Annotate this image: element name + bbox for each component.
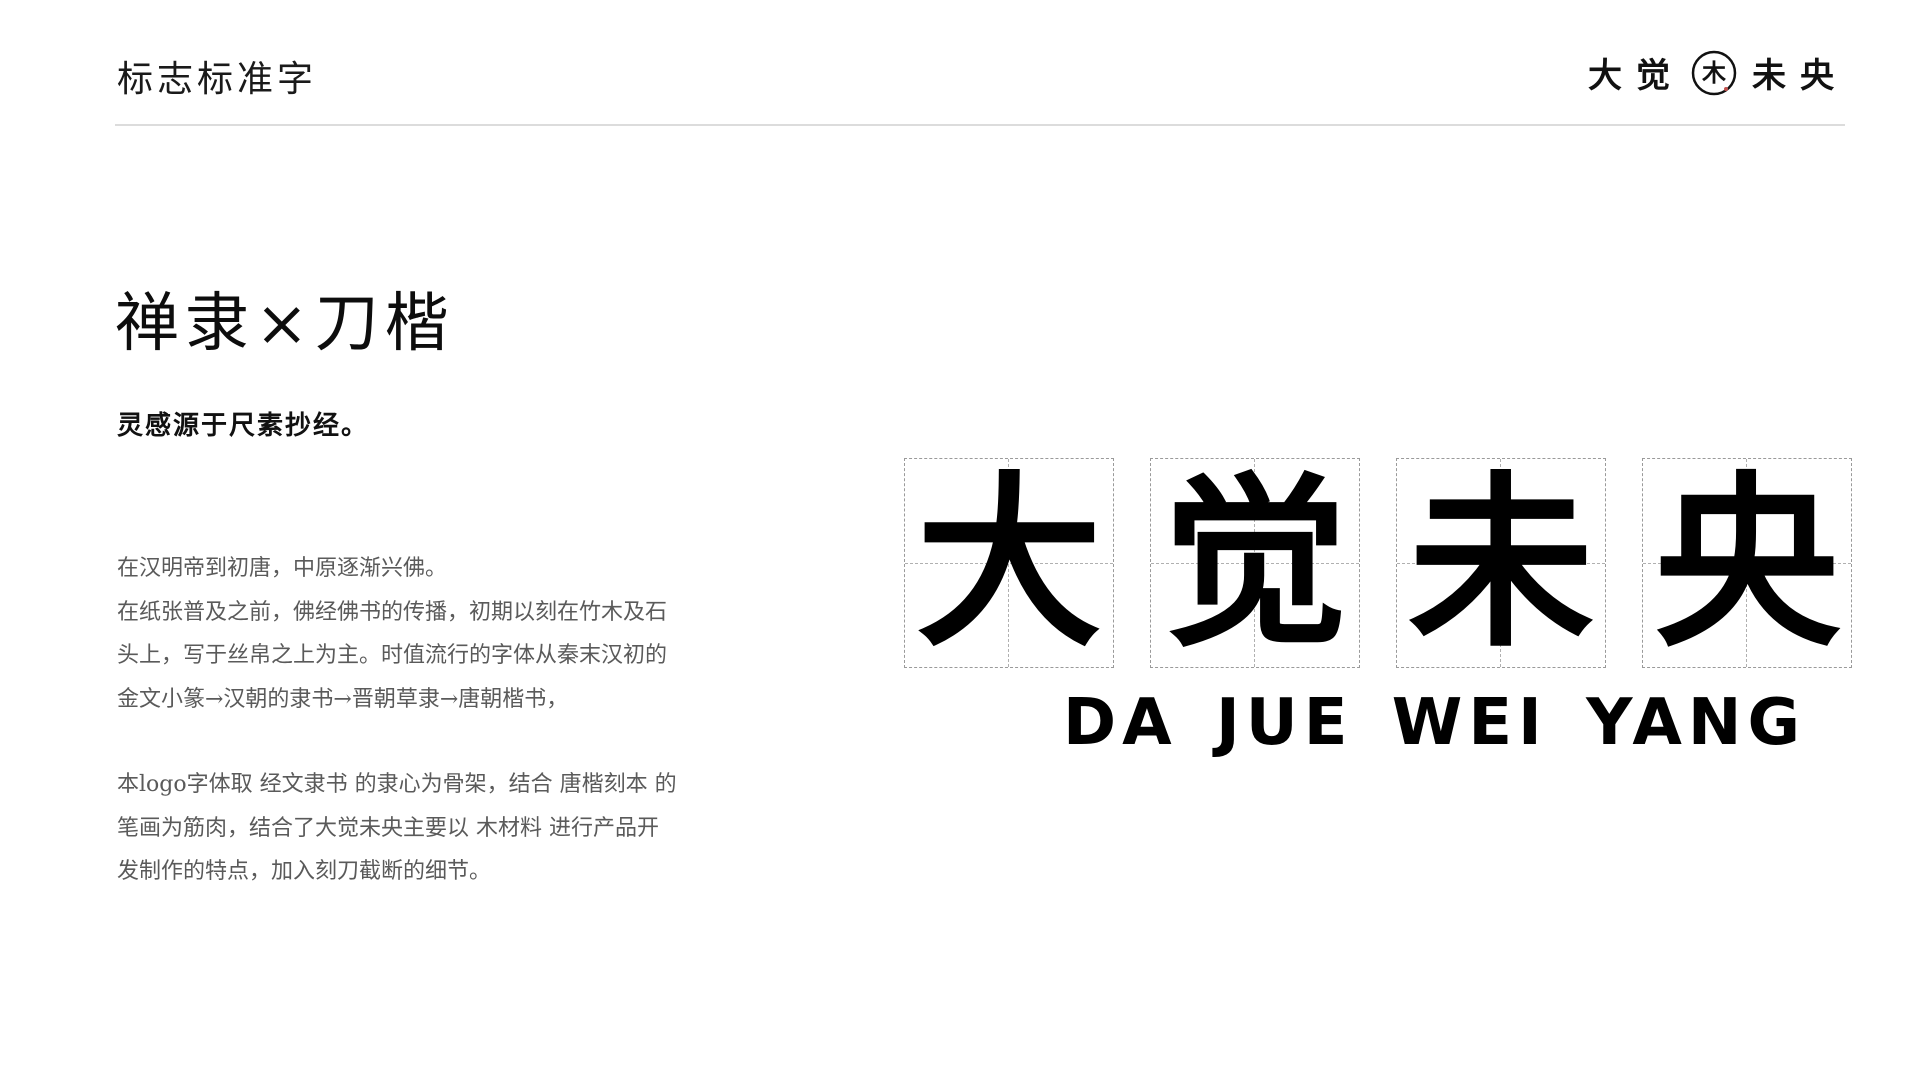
- tagline: 灵感源于尺素抄经。: [117, 411, 370, 441]
- wordmark-romanization: DA JUE WEI YANG: [1063, 686, 1806, 760]
- design-line: 发制作的特点，加入刻刀截断的细节。: [117, 859, 492, 884]
- wordmark-char: 觉: [1161, 453, 1348, 672]
- logo-seal-icon: 木: [1690, 49, 1738, 97]
- history-line: 在纸张普及之前，佛经佛书的传播，初期以刻在竹木及石: [117, 599, 668, 625]
- wordmark-grid: 大 觉 未 央: [0, 458, 1920, 670]
- wordmark-cell: 觉: [1150, 458, 1360, 668]
- section-title: 标志标准字: [117, 59, 318, 100]
- grid-guide: [1151, 563, 1359, 564]
- history-line: 头上，写于丝帛之上为主。时值流行的字体从秦末汉初的: [117, 643, 668, 668]
- brand-logo: 大觉 木 未央: [1588, 48, 1848, 97]
- grid-guide: [1643, 563, 1851, 564]
- wordmark-cell: 央: [1642, 458, 1852, 668]
- grid-guide: [905, 563, 1113, 564]
- logo-text-left: 大觉: [1588, 56, 1684, 96]
- design-paragraph: 本logo字体取 经文隶书 的隶心为骨架，结合 唐楷刻本 的 笔画为筋肉，结合了…: [117, 763, 757, 894]
- wordmark-char: 大: [915, 453, 1102, 672]
- grid-guide: [1397, 563, 1605, 564]
- history-paragraph: 在汉明帝到初唐，中原逐渐兴佛。 在纸张普及之前，佛经佛书的传播，初期以刻在竹木及…: [117, 547, 757, 721]
- history-line: 在汉明帝到初唐，中原逐渐兴佛。: [117, 556, 448, 581]
- wordmark-char: 央: [1653, 453, 1840, 672]
- headline: 禅隶×刀楷: [115, 287, 455, 361]
- design-line: 本logo字体取 经文隶书 的隶心为骨架，结合 唐楷刻本 的: [117, 772, 677, 797]
- wordmark-cell: 大: [904, 458, 1114, 668]
- logo-seal-char: 木: [1701, 58, 1727, 87]
- header-divider: [115, 124, 1845, 126]
- wordmark-char: 未: [1407, 453, 1594, 672]
- wordmark-cell: 未: [1396, 458, 1606, 668]
- history-line: 金文小篆→汉朝的隶书→晋朝草隶→唐朝楷书，: [117, 686, 569, 712]
- logo-text-right: 未央: [1752, 56, 1848, 96]
- design-line: 笔画为筋肉，结合了大觉未央主要以 木材料 进行产品开: [117, 815, 659, 841]
